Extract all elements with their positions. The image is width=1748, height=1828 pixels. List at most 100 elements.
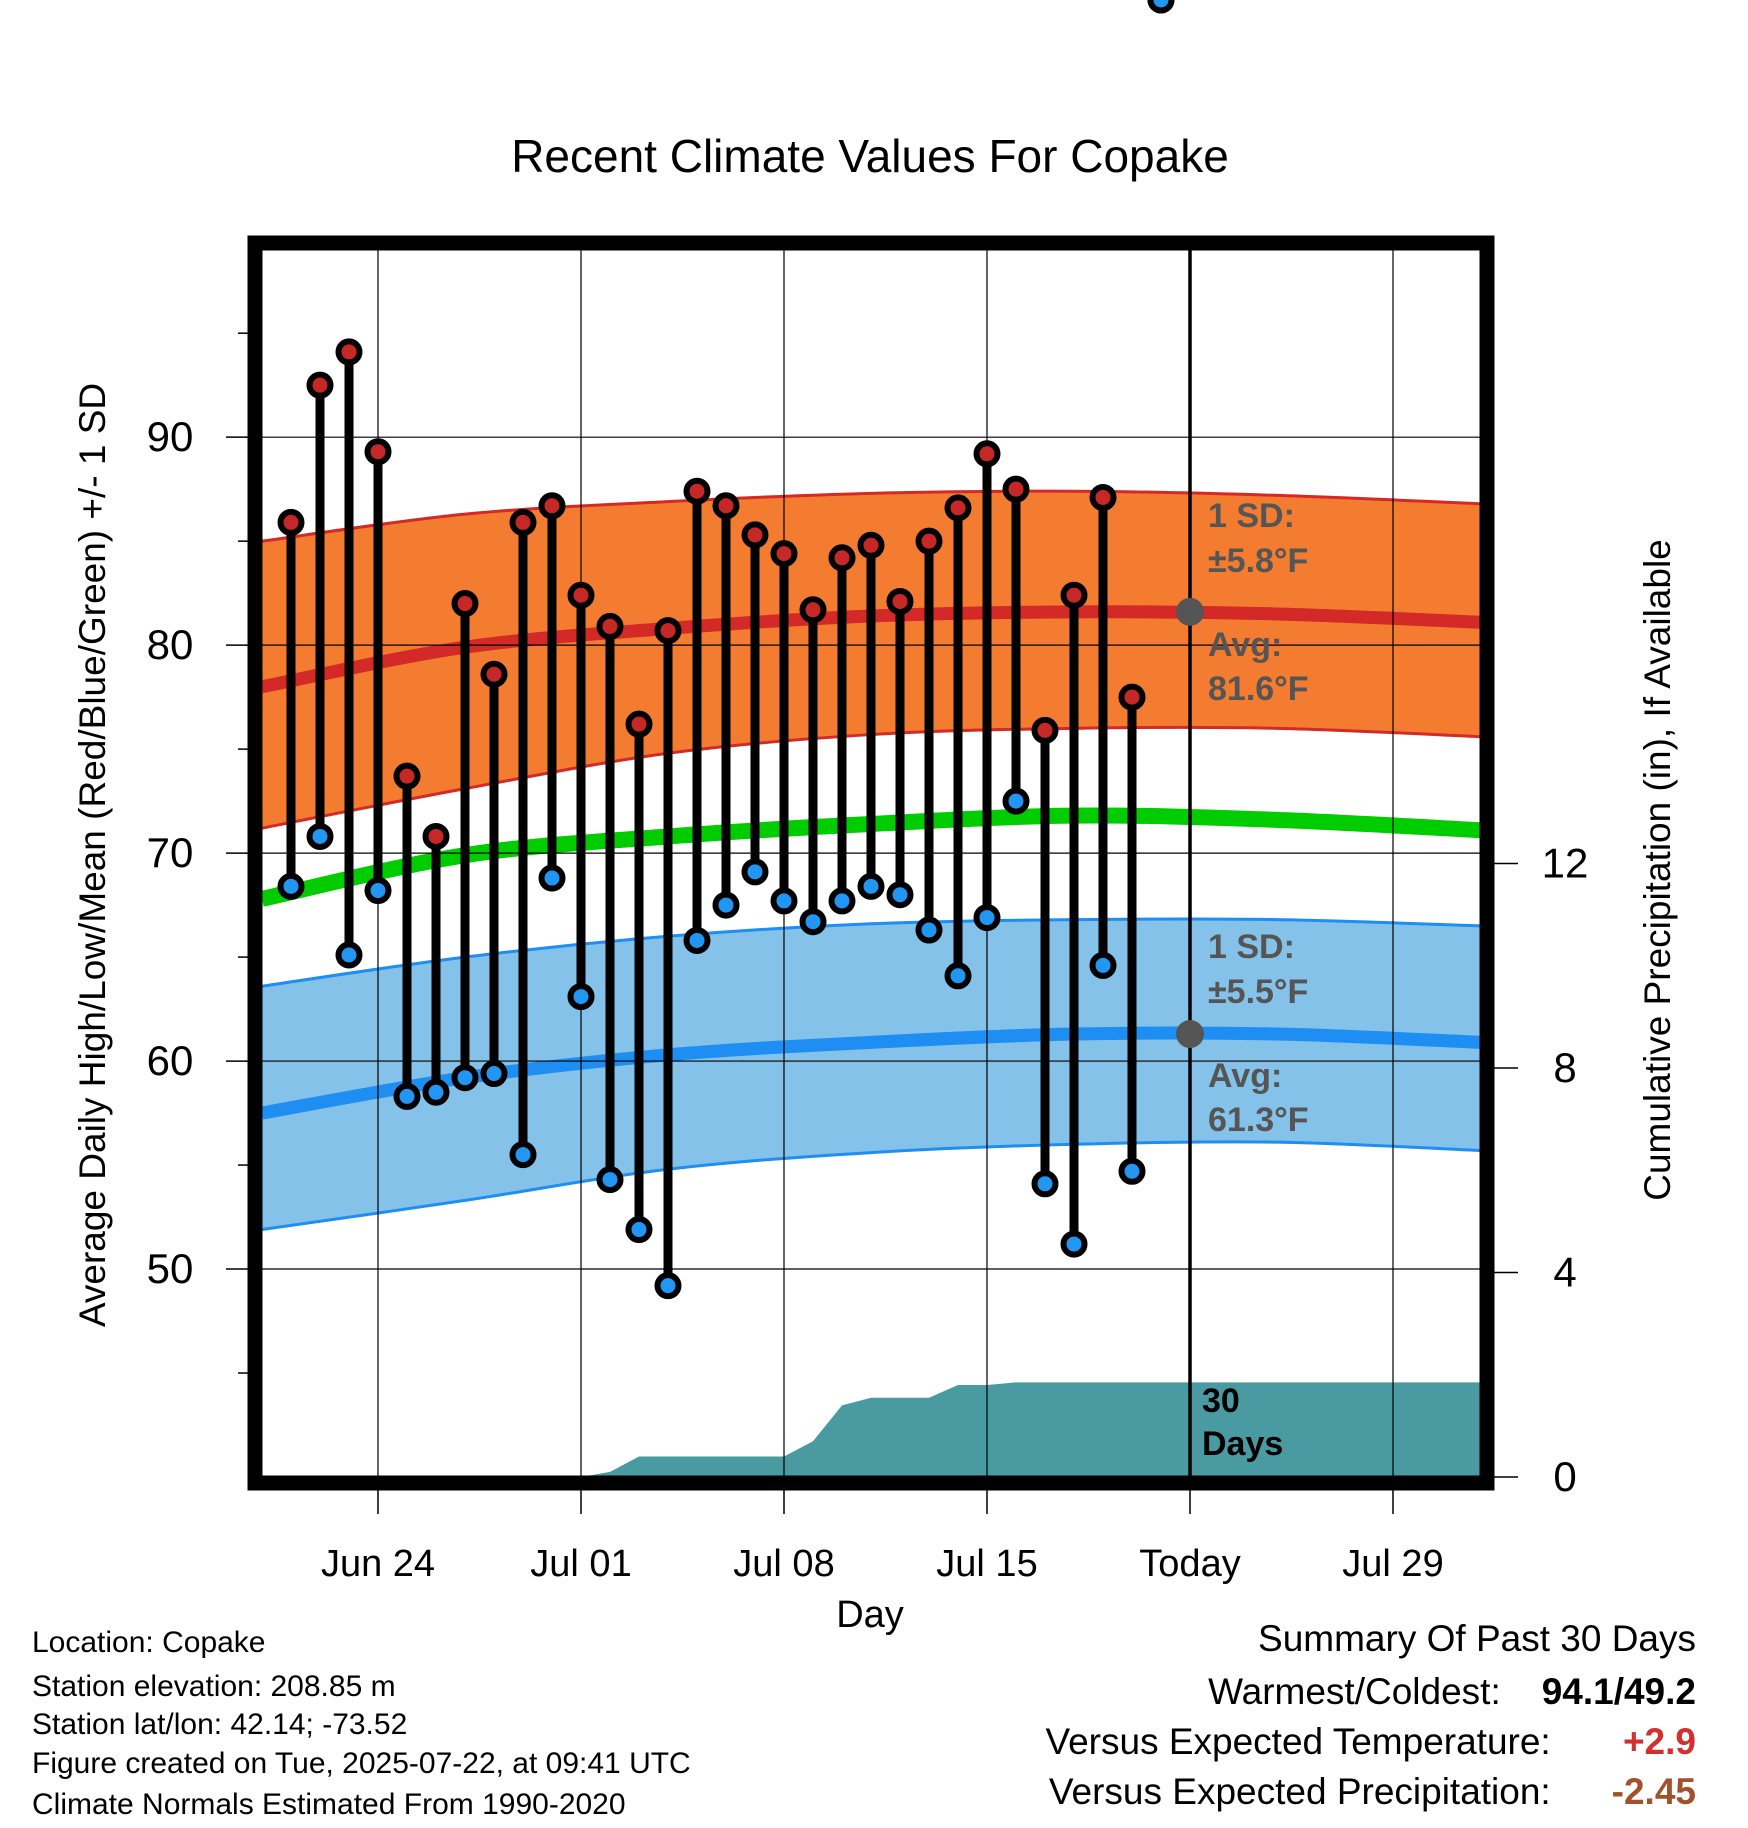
daily-high-point [1002, 475, 1030, 503]
daily-high-point [451, 590, 479, 618]
low-avg-annotation-label: Avg: [1208, 1057, 1282, 1095]
high-sd-annotation-label: 1 SD: [1208, 497, 1295, 535]
daily-high-point [683, 477, 711, 505]
x-tick-label: Jul 15 [936, 1543, 1037, 1585]
plot-area: 1 SD: ±5.8°F Avg: 81.6°F 1 SD: ±5.5°F Avg: 61.3… [147, 0, 1589, 1585]
daily-high-point [799, 596, 827, 624]
days-annotation-line2: Days [1202, 1425, 1283, 1463]
daily-low-point [857, 872, 885, 900]
daily-high-point [625, 710, 653, 738]
daily-low-point [1031, 1170, 1059, 1198]
low-sd-annotation-label: 1 SD: [1208, 928, 1295, 966]
chart-title: Recent Climate Values For Copake [511, 130, 1229, 182]
low-sd-annotation-value: ±5.5°F [1208, 973, 1308, 1011]
daily-low-point [770, 887, 798, 915]
daily-high-point [335, 338, 363, 366]
daily-low-point [1002, 787, 1030, 815]
daily-low-point [1089, 951, 1117, 979]
days-annotation-line1: 30 [1202, 1382, 1240, 1420]
summary-temp-value: +2.9 [1622, 1721, 1696, 1762]
y-tick-label-left: 50 [147, 1245, 194, 1292]
daily-high-point [741, 521, 769, 549]
x-tick-label: Jul 29 [1342, 1543, 1443, 1585]
daily-high-point [364, 438, 392, 466]
high-sd-annotation-value: ±5.8°F [1208, 542, 1308, 580]
daily-high-point [393, 762, 421, 790]
y-tick-label-left: 90 [147, 413, 194, 460]
daily-low-point [393, 1082, 421, 1110]
daily-low-point [973, 904, 1001, 932]
daily-high-point [857, 531, 885, 559]
daily-high-point [770, 540, 798, 568]
summary-temp: Versus Expected Temperature: +2.9 [1045, 1721, 1696, 1763]
info-elevation: Station elevation: 208.85 m [32, 1670, 396, 1703]
daily-high-point [422, 822, 450, 850]
y-tick-label-right: 0 [1553, 1453, 1576, 1500]
low-sd-band [262, 918, 1480, 1230]
summary-precip: Versus Expected Precipitation: -2.45 [1049, 1771, 1696, 1813]
low-avg-annotation-value: 61.3°F [1208, 1101, 1309, 1139]
daily-high-point [1118, 683, 1146, 711]
daily-low-point [1060, 1230, 1088, 1258]
daily-high-point [277, 508, 305, 536]
high-avg-annotation-label: Avg: [1208, 626, 1282, 664]
daily-high-point [538, 492, 566, 520]
low-sd-band-lower-edge [261, 1140, 1481, 1232]
daily-low-point [741, 858, 769, 886]
daily-high-point [886, 587, 914, 615]
high-avg-annotation-value: 81.6°F [1208, 670, 1309, 708]
daily-high-point [944, 494, 972, 522]
x-axis-label: Day [836, 1594, 904, 1636]
daily-low-point [799, 908, 827, 936]
daily-high-point [509, 508, 537, 536]
daily-high-point [567, 581, 595, 609]
daily-high-point [596, 612, 624, 640]
y-tick-label-left: 60 [147, 1037, 194, 1084]
daily-low-point [451, 1064, 479, 1092]
y-axis-label-right: Cumulative Precipitation (in), If Availa… [1637, 539, 1678, 1201]
daily-low-point [915, 916, 943, 944]
summary-extremes: Warmest/Coldest: 94.1/49.2 [1208, 1671, 1696, 1713]
daily-low-point [712, 891, 740, 919]
daily-low-point [567, 983, 595, 1011]
daily-low-point [625, 1216, 653, 1244]
daily-low-point [422, 1078, 450, 1106]
x-tick-label: Jul 01 [530, 1543, 631, 1585]
y-tick-label-right: 12 [1542, 840, 1589, 887]
info-normals: Climate Normals Estimated From 1990-2020 [32, 1788, 626, 1821]
summary-title: Summary Of Past 30 Days [1258, 1618, 1696, 1659]
info-location: Location: Copake [32, 1626, 266, 1659]
high-average-marker [1176, 597, 1204, 626]
daily-low-point [886, 881, 914, 909]
daily-high-point [1060, 581, 1088, 609]
daily-low-point [1147, 0, 1175, 14]
summary-temp-label: Versus Expected Temperature: [1045, 1721, 1551, 1762]
daily-high-point [1089, 483, 1117, 511]
x-tick-label: Jun 24 [321, 1543, 435, 1585]
info-latlon: Station lat/lon: 42.14; -73.52 [32, 1708, 408, 1741]
y-tick-label-left: 80 [147, 621, 194, 668]
x-tick-label: Jul 08 [733, 1543, 834, 1585]
daily-low-point [596, 1166, 624, 1194]
daily-low-point [654, 1272, 682, 1300]
x-tick-label: Today [1139, 1543, 1240, 1585]
daily-high-point [306, 371, 334, 399]
summary-extremes-value: 94.1/49.2 [1541, 1671, 1696, 1712]
daily-high-point [915, 527, 943, 555]
summary-extremes-label: Warmest/Coldest: [1208, 1671, 1501, 1712]
plot-frame [247, 235, 1495, 1491]
daily-low-point [277, 872, 305, 900]
daily-high-point [1031, 716, 1059, 744]
daily-low-point [480, 1060, 508, 1088]
daily-low-point [509, 1141, 537, 1169]
summary-precip-label: Versus Expected Precipitation: [1048, 1771, 1551, 1812]
daily-high-point [712, 492, 740, 520]
daily-low-point [1118, 1157, 1146, 1185]
daily-high-point [654, 617, 682, 645]
daily-low-point [944, 962, 972, 990]
low-average-marker [1176, 1020, 1204, 1049]
daily-high-point [828, 544, 856, 572]
y-axis-label-left: Average Daily High/Low/Mean (Red/Blue/Gr… [72, 383, 113, 1327]
y-tick-label-right: 8 [1553, 1044, 1576, 1091]
